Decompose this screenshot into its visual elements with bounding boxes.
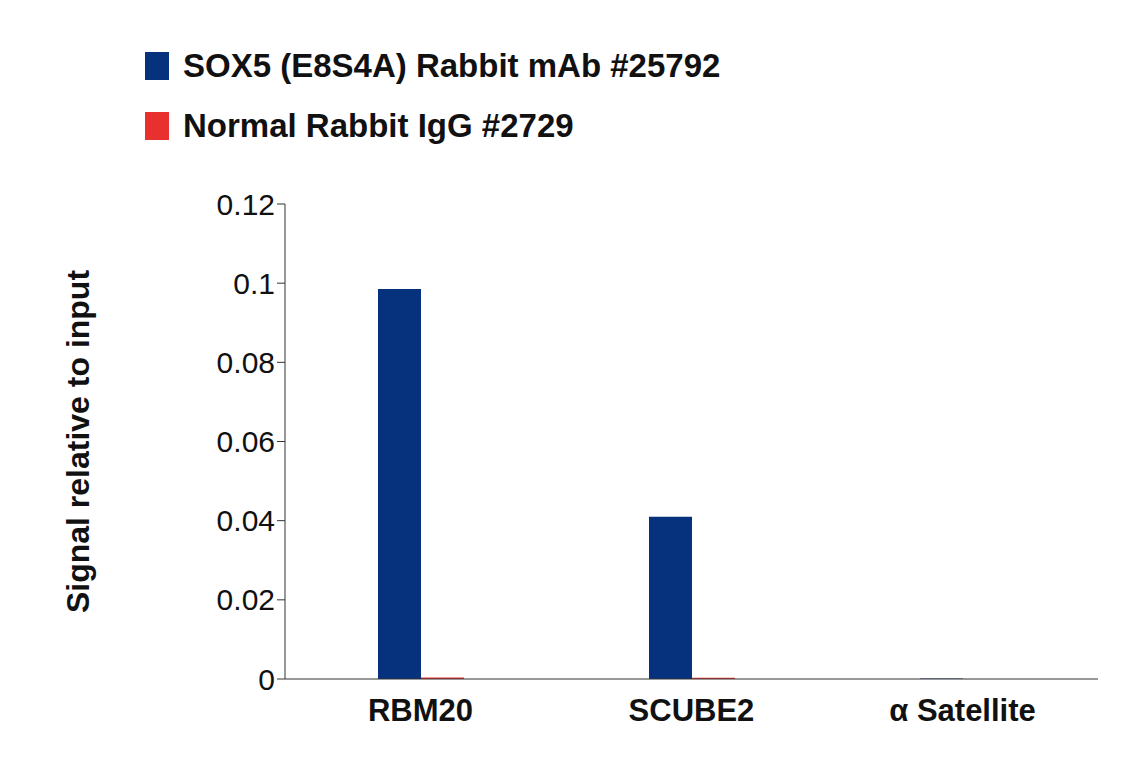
svg-text:RBM20: RBM20 (368, 693, 473, 728)
svg-text:0.06: 0.06 (217, 425, 275, 458)
svg-text:0.02: 0.02 (217, 583, 275, 616)
svg-text:0: 0 (258, 663, 275, 696)
svg-text:Signal relative to input: Signal relative to input (60, 270, 96, 614)
svg-text:α Satellite: α Satellite (889, 693, 1036, 728)
svg-text:0.1: 0.1 (233, 267, 275, 300)
svg-text:0.12: 0.12 (217, 188, 275, 221)
svg-text:SCUBE2: SCUBE2 (629, 693, 755, 728)
html-text:Normal Rabbit IgG #2729: Normal Rabbit IgG #2729 (183, 107, 574, 144)
svg-text:0.08: 0.08 (217, 346, 275, 379)
html-text:SOX5 (E8S4A) Rabbit mAb #25792: SOX5 (E8S4A) Rabbit mAb #25792 (183, 47, 721, 84)
svg-text:0.04: 0.04 (217, 504, 275, 537)
